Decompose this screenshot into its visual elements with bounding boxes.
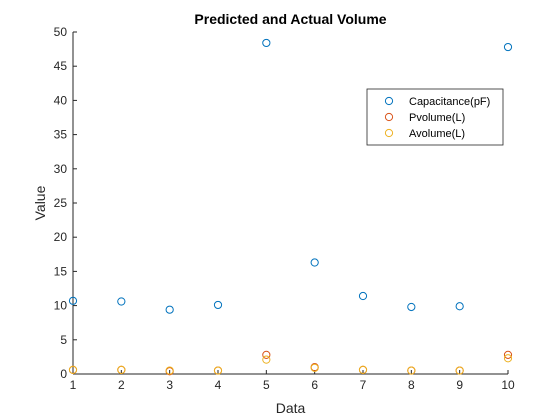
data-point bbox=[165, 366, 174, 375]
series-2-points bbox=[68, 354, 513, 375]
x-tick-label: 6 bbox=[311, 378, 318, 392]
data-point bbox=[262, 355, 271, 364]
legend-box bbox=[366, 88, 504, 146]
legend-marker bbox=[384, 96, 394, 106]
data-points bbox=[68, 38, 513, 376]
legend: Capacitance(pF) Pvolume(L) Avolume(L) bbox=[366, 88, 504, 146]
y-tick-label: 0 bbox=[60, 367, 67, 381]
x-tick-label: 9 bbox=[456, 378, 463, 392]
data-point bbox=[117, 365, 126, 374]
x-tick-label: 1 bbox=[70, 378, 77, 392]
y-tick-label: 45 bbox=[54, 59, 68, 73]
data-point bbox=[503, 42, 513, 52]
data-point bbox=[455, 302, 464, 311]
x-tick-label: 4 bbox=[215, 378, 222, 392]
data-point bbox=[310, 363, 319, 372]
x-axis-title: Data bbox=[276, 400, 306, 416]
data-point bbox=[213, 366, 223, 375]
data-point bbox=[407, 366, 416, 375]
x-tick-label: 8 bbox=[408, 378, 415, 392]
data-point bbox=[455, 366, 464, 375]
y-axis-title: Value bbox=[32, 185, 48, 220]
legend-label: Capacitance(pF) bbox=[409, 96, 490, 108]
chart-title: Predicted and Actual Volume bbox=[194, 11, 386, 27]
y-tick-label: 10 bbox=[54, 299, 68, 313]
data-point bbox=[358, 291, 368, 301]
y-tick-label: 50 bbox=[54, 25, 68, 39]
y-tick-label: 30 bbox=[54, 162, 68, 176]
data-point bbox=[117, 297, 126, 306]
data-point bbox=[68, 296, 78, 305]
plot-area bbox=[73, 32, 508, 374]
data-point bbox=[503, 354, 513, 363]
x-tick-label: 5 bbox=[263, 378, 270, 392]
data-point bbox=[262, 38, 271, 48]
data-point bbox=[310, 258, 319, 267]
legend-label: Pvolume(L) bbox=[409, 112, 465, 124]
y-tick-label: 40 bbox=[54, 93, 68, 107]
x-tick-label: 10 bbox=[501, 378, 515, 392]
y-tick-label: 20 bbox=[54, 230, 68, 244]
y-tick-label: 5 bbox=[60, 333, 67, 347]
y-tick-label: 35 bbox=[54, 128, 68, 142]
series-0-points bbox=[68, 38, 513, 314]
data-point bbox=[407, 302, 416, 312]
data-point bbox=[503, 350, 513, 359]
data-point bbox=[213, 300, 223, 310]
data-point bbox=[262, 350, 271, 359]
data-point bbox=[358, 365, 368, 374]
data-point bbox=[68, 365, 78, 374]
y-tick-label: 25 bbox=[54, 196, 68, 210]
y-tick-label: 15 bbox=[54, 264, 68, 278]
legend-label: Avolume(L) bbox=[409, 128, 465, 140]
legend-marker bbox=[384, 112, 394, 122]
x-tick-label: 7 bbox=[360, 378, 367, 392]
x-tick-label: 3 bbox=[166, 378, 173, 392]
legend-marker bbox=[384, 128, 394, 138]
data-point bbox=[165, 305, 174, 314]
x-tick-label: 2 bbox=[118, 378, 125, 392]
